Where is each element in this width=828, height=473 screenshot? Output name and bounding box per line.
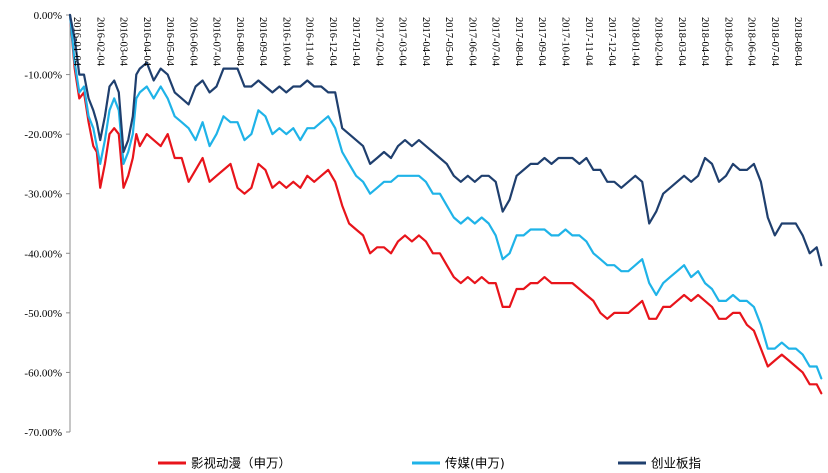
y-tick-label: -30.00% — [24, 189, 62, 201]
series-line-3 — [68, 13, 823, 267]
x-tick-label: 2017-05-04 — [443, 17, 454, 67]
x-tick-label: 2016-09-04 — [257, 17, 268, 67]
x-tick-label: 2016-11-04 — [304, 17, 315, 66]
y-tick-label: -40.00% — [24, 248, 62, 260]
x-tick-label: 2016-10-04 — [280, 17, 291, 67]
x-tick-label: 2017-04-04 — [420, 17, 431, 67]
legend: 影视动漫（申万） 传媒(申万) 创业板指 — [158, 456, 701, 471]
y-tick-label: -10.00% — [24, 70, 62, 82]
x-tick-label: 2017-09-04 — [536, 17, 547, 67]
legend-label: 创业板指 — [651, 456, 701, 471]
x-tick-label: 2016-05-04 — [164, 17, 175, 67]
x-tick-label: 2017-03-04 — [397, 17, 408, 67]
x-tick-labels: 2016-01-04 2016-02-04 2016-03-04 2016-04-04… — [71, 17, 803, 67]
y-tick-label: -70.00% — [24, 427, 62, 439]
x-tick-label: 2017-12-04 — [606, 17, 617, 67]
x-tick-label: 2016-12-04 — [327, 17, 338, 67]
x-tick-label: 2016-07-04 — [211, 17, 222, 67]
legend-label: 影视动漫（申万） — [191, 456, 291, 471]
x-tick-label: 2016-01-04 — [71, 17, 82, 67]
x-tick-label: 2017-02-04 — [373, 17, 384, 67]
series-line-2 — [68, 13, 823, 380]
x-tick-label: 2018-04-04 — [699, 17, 710, 67]
y-tick-label: 0.00% — [34, 10, 62, 22]
x-tick-label: 2016-06-04 — [187, 17, 198, 67]
series-lines — [68, 13, 823, 395]
x-tick-label: 2018-02-04 — [653, 17, 664, 67]
series-line-1 — [68, 13, 823, 395]
y-tick-label: -60.00% — [24, 367, 62, 379]
y-tick-label: -50.00% — [24, 308, 62, 320]
x-tick-label: 2017-10-04 — [559, 17, 570, 67]
x-tick-label: 2018-08-04 — [792, 17, 803, 67]
legend-label: 传媒(申万) — [445, 456, 505, 471]
x-tick-label: 2018-05-04 — [722, 17, 733, 67]
x-tick-label: 2016-02-04 — [94, 17, 105, 67]
x-tick-label: 2016-03-04 — [118, 17, 129, 67]
x-tick-label: 2017-01-04 — [350, 17, 361, 67]
x-tick-label: 2017-11-04 — [583, 17, 594, 66]
axes: 0.00% -10.00% -20.00% -30.00% -40.00% -50.00%… — [24, 10, 71, 439]
y-tick-label: -20.00% — [24, 129, 62, 141]
x-tick-label: 2018-03-04 — [676, 17, 687, 67]
x-tick-label: 2017-08-04 — [513, 17, 524, 67]
x-tick-label: 2018-01-04 — [629, 17, 640, 67]
x-tick-label: 2016-08-04 — [234, 17, 245, 67]
x-tick-label: 2018-07-04 — [769, 17, 780, 67]
x-tick-label: 2017-06-04 — [466, 17, 477, 67]
x-tick-label: 2018-06-04 — [746, 17, 757, 67]
x-tick-label: 2016-04-04 — [141, 17, 152, 67]
x-tick-label: 2017-07-04 — [490, 17, 501, 67]
